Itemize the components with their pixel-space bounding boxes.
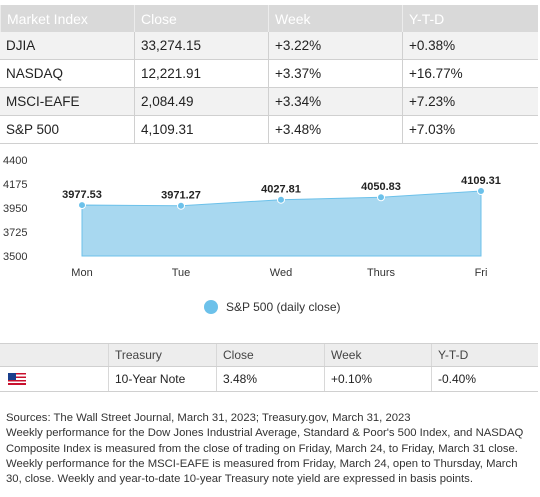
flag-cell	[0, 367, 108, 391]
y-tick-label: 3725	[3, 227, 27, 239]
header-blank	[0, 344, 108, 366]
data-label: 4050.83	[361, 181, 401, 193]
data-points	[78, 187, 485, 210]
treasury-table: Treasury Close Week Y-T-D 10-Year Note 3…	[0, 343, 538, 392]
methodology-note: Weekly performance for the Dow Jones Ind…	[6, 427, 524, 486]
index-week: +3.34%	[268, 88, 402, 115]
index-ytd: +7.23%	[402, 88, 538, 115]
index-close: 12,221.91	[134, 60, 268, 87]
treasury-name: 10-Year Note	[108, 367, 216, 391]
data-point	[377, 193, 385, 202]
header-market-index: Market Index	[0, 5, 134, 32]
index-close: 4,109.31	[134, 116, 268, 143]
market-index-table: Market Index Close Week Y-T-D DJIA 33,27…	[0, 5, 538, 144]
index-close: 33,274.15	[134, 32, 268, 59]
table-row: 10-Year Note 3.48% +0.10% -0.40%	[0, 367, 538, 392]
header-ytd: Y-T-D	[431, 344, 538, 366]
header-close: Close	[216, 344, 324, 366]
header-close: Close	[134, 5, 268, 32]
y-tick-label: 3500	[3, 251, 27, 263]
table-row: S&P 500 4,109.31 +3.48% +7.03%	[0, 116, 538, 144]
x-tick-label: Fri	[475, 267, 488, 279]
index-ytd: +7.03%	[402, 116, 538, 143]
index-name: DJIA	[6, 38, 36, 53]
data-point	[277, 195, 285, 204]
data-point	[78, 201, 86, 210]
legend-swatch	[204, 300, 218, 314]
data-point	[177, 201, 185, 210]
x-tick-label: Mon	[71, 267, 92, 279]
index-ytd: +0.38%	[402, 32, 538, 59]
y-tick-label: 4175	[3, 179, 27, 191]
chart-legend: S&P 500 (daily close)	[204, 300, 341, 314]
treasury-week: +0.10%	[324, 367, 431, 391]
index-ytd: +16.77%	[402, 60, 538, 87]
index-close: 2,084.49	[134, 88, 268, 115]
y-axis: 4400 4175 3950 3725 3500	[3, 155, 27, 263]
y-tick-label: 4400	[3, 155, 27, 167]
sources-note: Sources: The Wall Street Journal, March …	[6, 412, 411, 424]
index-week: +3.37%	[268, 60, 402, 87]
data-label: 4027.81	[261, 184, 301, 196]
header-week: Week	[324, 344, 431, 366]
data-point	[477, 187, 485, 196]
treasury-ytd: -0.40%	[431, 367, 538, 391]
index-name: MSCI-EAFE	[6, 94, 80, 109]
index-week: +3.48%	[268, 116, 402, 143]
x-tick-label: Wed	[270, 267, 292, 279]
index-name: NASDAQ	[6, 66, 64, 81]
us-flag-icon	[8, 373, 26, 385]
legend-label: S&P 500 (daily close)	[226, 300, 341, 314]
index-name: S&P 500	[6, 122, 60, 137]
header-treasury: Treasury	[108, 344, 216, 366]
data-labels: 3977.53 3971.27 4027.81 4050.83 4109.31	[62, 175, 501, 202]
x-tick-label: Thurs	[367, 267, 396, 279]
data-label: 3971.27	[161, 190, 201, 202]
table-row: NASDAQ 12,221.91 +3.37% +16.77%	[0, 60, 538, 88]
data-label: 4109.31	[461, 175, 501, 187]
index-week: +3.22%	[268, 32, 402, 59]
x-tick-label: Tue	[172, 267, 191, 279]
sp500-area-chart: 4400 4175 3950 3725 3500 3977.53 3971.27 4027.…	[3, 155, 501, 279]
market-table-header: Market Index Close Week Y-T-D	[0, 5, 538, 32]
header-ytd: Y-T-D	[402, 5, 538, 32]
y-tick-label: 3950	[3, 203, 27, 215]
table-row: DJIA 33,274.15 +3.22% +0.38%	[0, 32, 538, 60]
header-week: Week	[268, 5, 402, 32]
data-label: 3977.53	[62, 189, 102, 201]
footnotes: Sources: The Wall Street Journal, March …	[6, 411, 536, 487]
x-axis: Mon Tue Wed Thurs Fri	[71, 267, 487, 279]
table-row: MSCI-EAFE 2,084.49 +3.34% +7.23%	[0, 88, 538, 116]
treasury-table-header: Treasury Close Week Y-T-D	[0, 343, 538, 367]
treasury-close: 3.48%	[216, 367, 324, 391]
